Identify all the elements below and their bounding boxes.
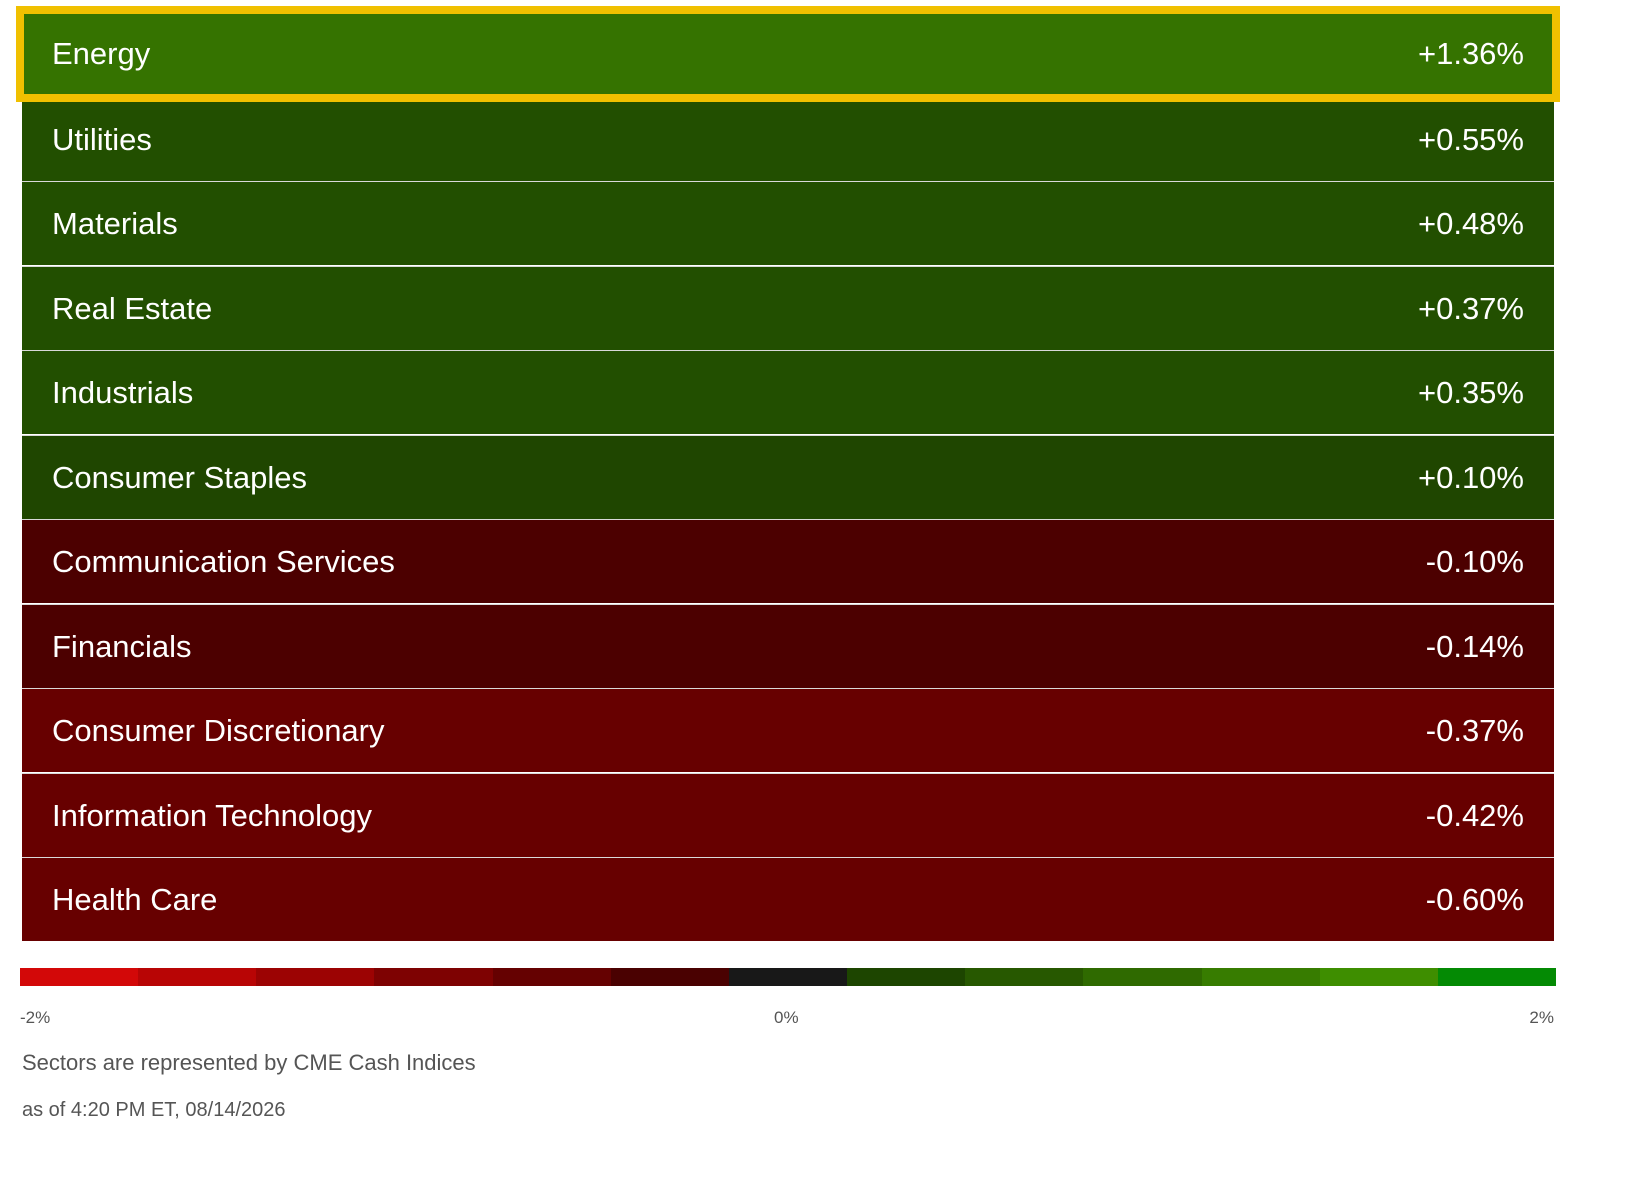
- sector-name: Information Technology: [52, 798, 372, 833]
- sector-change: -0.14%: [1425, 629, 1524, 664]
- sector-name: Financials: [52, 629, 192, 664]
- sector-change: +0.55%: [1417, 122, 1524, 157]
- sector-row-industrials[interactable]: Industrials +0.35%: [22, 350, 1554, 434]
- scale-min-label: -2%: [20, 1008, 51, 1027]
- scale-segment: [1319, 968, 1438, 986]
- scale-segment: [1437, 968, 1557, 986]
- scale-segment: [847, 968, 966, 986]
- sector-name: Consumer Staples: [52, 460, 308, 495]
- sector-name: Industrials: [52, 375, 194, 410]
- timestamp: as of 4:20 PM ET, 08/14/2026: [22, 1099, 286, 1121]
- sector-name: Energy: [52, 36, 151, 71]
- source-note: Sectors are represented by CME Cash Indi…: [22, 1050, 476, 1075]
- sector-change: +0.37%: [1417, 291, 1524, 326]
- scale-segment: [728, 968, 848, 986]
- sector-name: Health Care: [52, 882, 218, 917]
- sector-change: +0.35%: [1417, 375, 1524, 410]
- sector-row-utilities[interactable]: Utilities +0.55%: [22, 97, 1554, 181]
- sector-row-consumer-discretionary[interactable]: Consumer Discretionary -0.37%: [22, 688, 1554, 772]
- scale-segment: [256, 968, 375, 986]
- sector-change: +1.36%: [1417, 36, 1524, 71]
- sector-name: Utilities: [52, 122, 152, 157]
- sector-name: Consumer Discretionary: [52, 713, 385, 748]
- sector-row-energy[interactable]: Energy +1.36%: [16, 6, 1560, 102]
- sector-change: -0.10%: [1425, 544, 1524, 579]
- sector-row-financials[interactable]: Financials -0.14%: [22, 604, 1554, 688]
- scale-segment: [610, 968, 729, 986]
- sector-row-consumer-staples[interactable]: Consumer Staples +0.10%: [22, 435, 1554, 519]
- color-scale-bar: [20, 968, 1557, 986]
- scale-segment: [492, 968, 611, 986]
- sector-change: -0.37%: [1425, 713, 1524, 748]
- sector-row-communication-services[interactable]: Communication Services -0.10%: [22, 519, 1554, 603]
- scale-segment: [138, 968, 257, 986]
- scale-segment: [20, 968, 139, 986]
- sector-change: -0.60%: [1425, 882, 1524, 917]
- scale-segment: [1083, 968, 1202, 986]
- sector-row-real-estate[interactable]: Real Estate +0.37%: [22, 266, 1554, 350]
- sector-name: Communication Services: [52, 544, 395, 579]
- sector-row-health-care[interactable]: Health Care -0.60%: [22, 857, 1554, 941]
- sector-change: +0.48%: [1417, 206, 1524, 241]
- sector-change: -0.42%: [1425, 798, 1524, 833]
- scale-segment: [374, 968, 493, 986]
- sector-change: +0.10%: [1417, 460, 1524, 495]
- sector-name: Real Estate: [52, 291, 213, 326]
- scale-segment: [965, 968, 1084, 986]
- scale-max-label: 2%: [1529, 1008, 1554, 1027]
- scale-segment: [1201, 968, 1320, 986]
- sector-row-materials[interactable]: Materials +0.48%: [22, 181, 1554, 265]
- sector-row-information-technology[interactable]: Information Technology -0.42%: [22, 773, 1554, 857]
- scale-mid-label: 0%: [774, 1008, 799, 1027]
- sector-name: Materials: [52, 206, 178, 241]
